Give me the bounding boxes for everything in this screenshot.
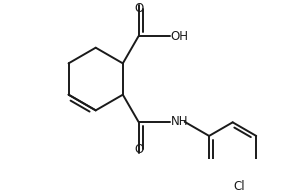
Text: OH: OH (171, 30, 189, 43)
Text: NH: NH (171, 115, 188, 128)
Text: O: O (134, 2, 143, 15)
Text: O: O (134, 143, 143, 156)
Text: Cl: Cl (234, 180, 245, 192)
